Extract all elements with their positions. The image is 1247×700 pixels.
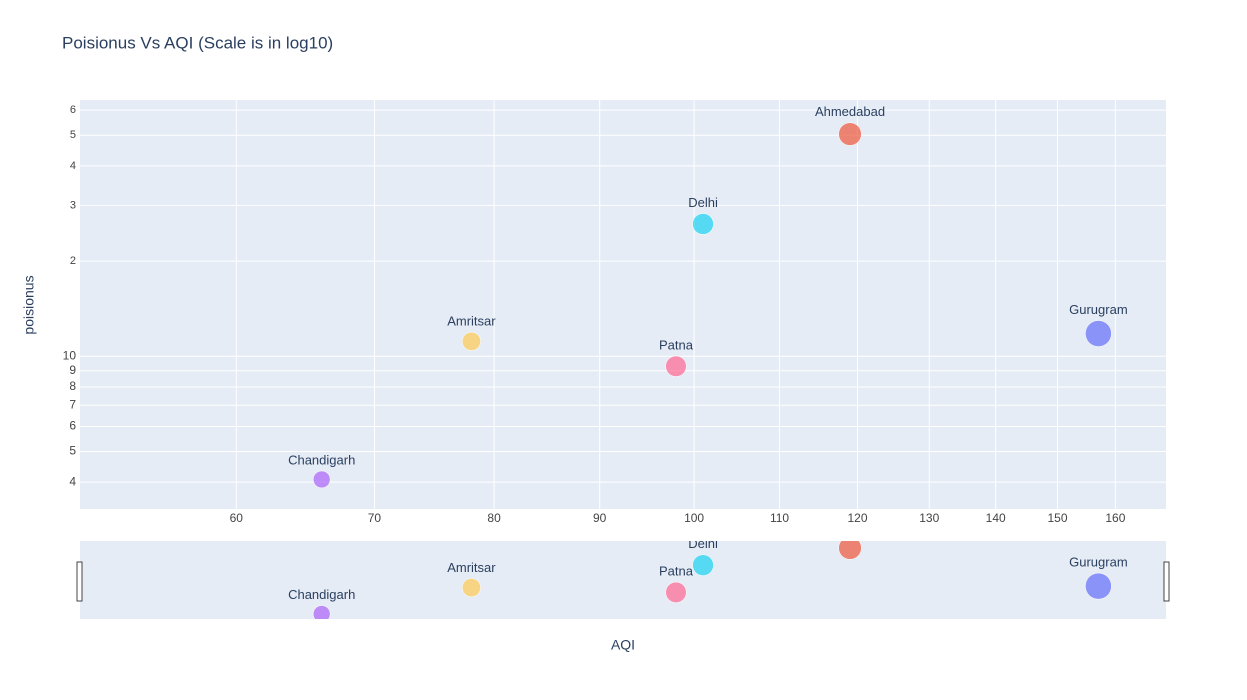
x-tick-label: 100 [684,511,704,525]
slider-handle-right[interactable] [1163,561,1170,602]
y-tick-label: 3 [70,199,76,211]
bubble [461,578,481,598]
bubble [461,331,481,351]
y-tick-label: 10 [63,348,77,362]
y-tick-label: 6 [70,104,76,116]
y-tick-label: 8 [69,379,76,393]
range-slider [80,541,1166,619]
y-tick-label: 9 [69,363,76,377]
x-tick-label: 140 [986,511,1006,525]
x-tick-label: 70 [368,511,382,525]
x-tick-label: 60 [230,511,244,525]
x-axis-title: AQI [611,637,635,653]
bubble [692,554,714,576]
x-tick-label: 110 [770,511,789,525]
chart-title: Poisionus Vs AQI (Scale is in log10) [62,33,333,52]
plot-area [80,100,1166,509]
point-label: Amritsar [447,314,496,329]
y-axis-title: poisionus [21,275,37,334]
point-label: Delhi [688,536,718,551]
bubble [838,541,862,560]
bubble [312,605,331,619]
y-tick-label: 2 [70,255,76,267]
bubble [692,213,714,235]
bubble [665,355,687,377]
y-tick-label: 6 [69,419,76,433]
point-label: Patna [659,564,694,579]
x-tick-label: 150 [1048,511,1068,525]
bubble [1085,320,1112,347]
slider-handle-left[interactable] [76,561,83,602]
point-label: Ahmedabad [815,104,885,119]
point-label: Delhi [688,195,718,210]
bubble [838,122,862,146]
bubble [665,581,687,603]
y-tick-label: 4 [69,474,76,488]
x-tick-label: 130 [919,511,939,525]
bubble [312,470,331,489]
x-tick-label: 90 [593,511,607,525]
y-tick-label: 4 [70,160,76,172]
y-tick-label: 5 [69,444,76,458]
x-tick-label: 120 [848,511,868,525]
x-tick-label: 80 [487,511,501,525]
bubble [1085,572,1112,600]
point-label: Patna [659,337,694,352]
point-label: Gurugram [1069,555,1128,570]
y-tick-label: 7 [69,397,76,411]
point-label: Gurugram [1069,302,1128,317]
y-tick-label: 5 [70,129,76,141]
point-label: Chandigarh [288,452,355,467]
x-tick-label: 160 [1105,511,1125,525]
point-label: Chandigarh [288,587,355,602]
point-label: Amritsar [447,560,496,575]
